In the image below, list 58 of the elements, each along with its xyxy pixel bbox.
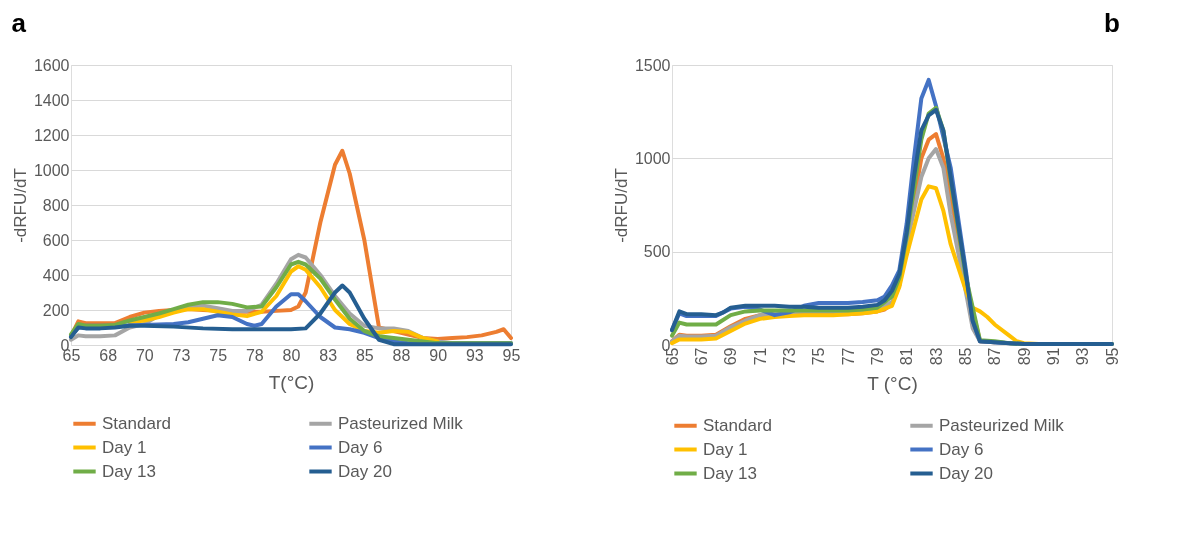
x-tick-label: 90 [429,346,448,364]
y-tick-label: 400 [42,266,70,284]
x-tick-label: 83 [319,346,338,364]
x-tick-label: 68 [99,346,118,364]
line-series [69,283,513,347]
y-tick-label: 1200 [33,126,70,144]
x-tick-label: 85 [956,347,974,366]
y-tick-label: 1000 [33,161,70,179]
x-tick-label: 73 [172,346,191,364]
legend-label: Pasteurized Milk [338,413,464,433]
line-series [127,264,440,344]
chart-title: b [1104,8,1120,38]
x-tick-label: 79 [868,347,886,366]
chart-title: a [11,8,27,38]
legend-label: Day 13 [703,463,757,483]
legend-label: Day 6 [338,437,383,457]
x-tick-label: 83 [927,347,945,366]
legend-label: Pasteurized Milk [939,415,1065,435]
x-tick-label: 70 [135,346,154,364]
x-tick-label: 93 [1074,347,1092,366]
x-tick-label: 80 [282,346,301,364]
y-tick-label: 1000 [634,149,671,167]
x-tick-label: 89 [1015,347,1033,366]
y-tick-label: 1400 [33,91,70,109]
y-tick-label: 500 [643,243,671,261]
y-tick-label: 200 [42,301,70,319]
legend-label: Day 20 [338,461,392,481]
y-tick-label: 800 [42,196,70,214]
y-tick-label: 1500 [634,56,671,74]
legend-label: Day 13 [102,461,156,481]
x-tick-label: 75 [209,346,228,364]
x-tick-label: 95 [1103,347,1121,366]
x-tick-label: 95 [502,346,521,364]
y-axis-title: -dRFU/dT [10,168,30,243]
x-axis-title: T(°C) [268,371,315,393]
x-tick-label: 69 [722,347,740,366]
x-tick-label: 81 [898,347,916,366]
x-tick-label: 67 [692,347,710,366]
legend-label: Day 1 [102,437,147,457]
x-tick-label: 93 [465,346,484,364]
x-tick-label: 85 [355,346,374,364]
x-tick-label: 75 [810,347,828,366]
legend-label: Standard [102,413,171,433]
y-axis-title: -dRFU/dT [611,168,631,243]
legend-label: Day 20 [939,463,993,483]
x-tick-label: 88 [392,346,411,364]
legend-label: Day 6 [939,439,984,459]
legend-label: Day 1 [703,439,748,459]
x-tick-label: 91 [1044,347,1062,366]
x-tick-label: 78 [245,346,264,364]
x-tick-label: 73 [780,347,798,366]
legend-label: Standard [703,415,772,435]
y-tick-label: 1600 [33,56,70,74]
x-axis-title: T (°C) [867,373,918,395]
x-tick-label: 71 [751,347,769,366]
y-tick-label: 600 [42,231,70,249]
x-tick-label: 87 [986,347,1004,366]
x-tick-label: 77 [839,347,857,366]
